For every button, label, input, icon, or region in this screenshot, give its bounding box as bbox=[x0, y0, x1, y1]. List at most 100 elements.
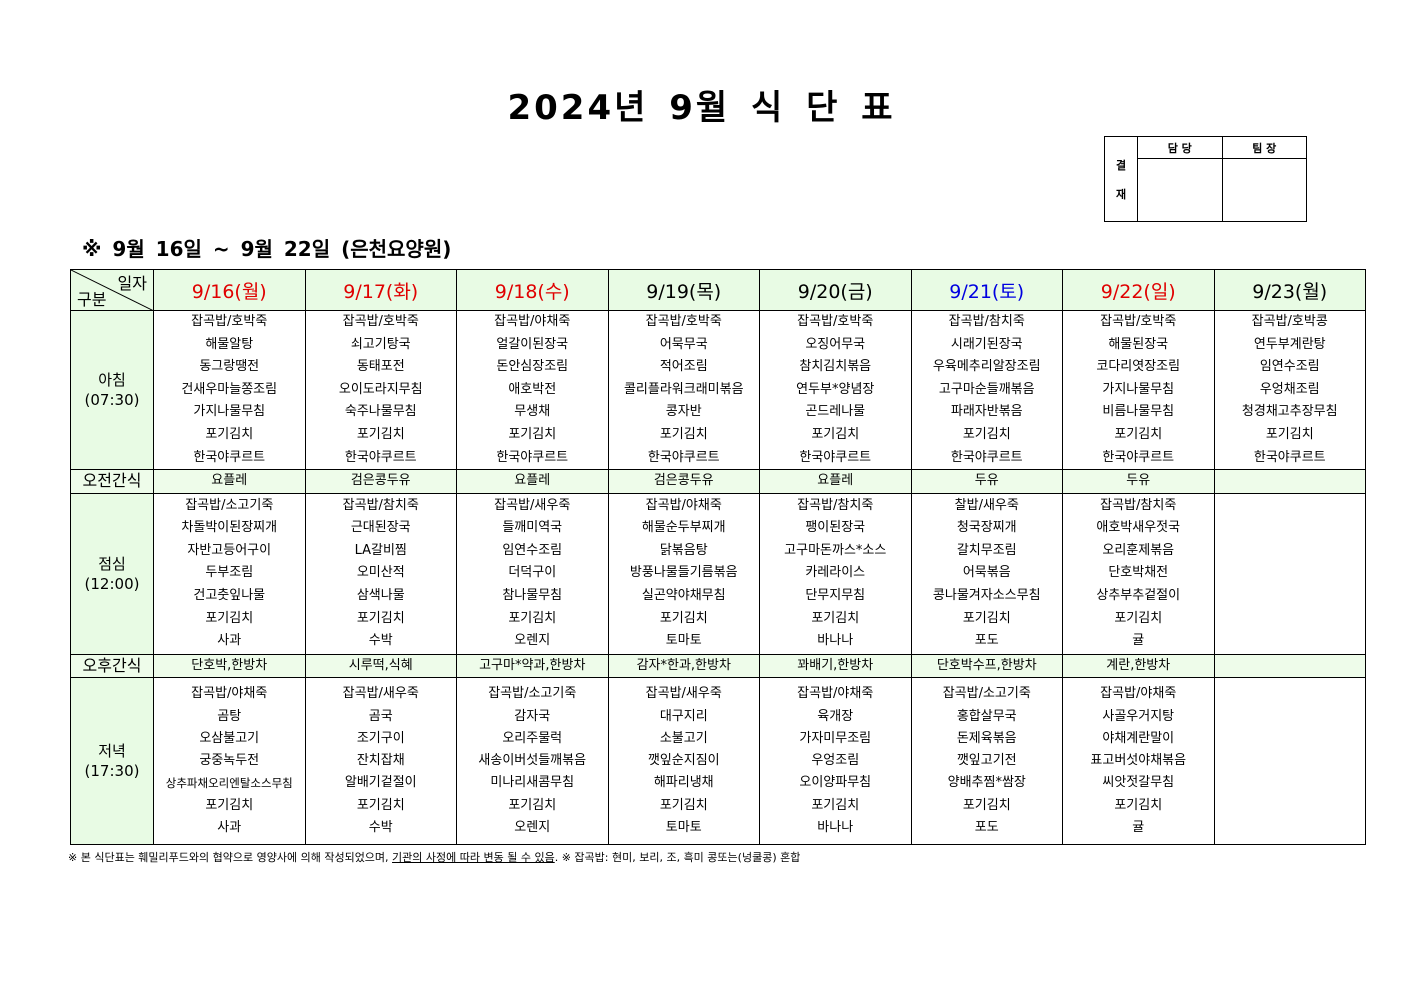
approval-col-staff: 담 당 bbox=[1137, 136, 1223, 159]
menu-cell: 단호박,한방차 bbox=[153, 653, 306, 679]
menu-item: 수박 bbox=[368, 633, 393, 649]
menu-item: 고구마*약과,한방차 bbox=[479, 657, 586, 673]
menu-item: 포기김치 bbox=[811, 797, 860, 813]
menu-cell: 요플레 bbox=[456, 469, 609, 494]
menu-item: 잡곡밥/야채죽 bbox=[797, 686, 874, 702]
menu-item: 단호박수프,한방차 bbox=[936, 657, 1037, 673]
corner-date-label: 일자 bbox=[117, 274, 147, 293]
menu-item: 대구지리 bbox=[659, 708, 708, 724]
corner-cell: 일자 구분 bbox=[70, 269, 154, 311]
menu-item: 근대된장국 bbox=[350, 520, 411, 536]
menu-item: 잡곡밥/호박콩 bbox=[1251, 314, 1328, 329]
menu-cell: 고구마*약과,한방차 bbox=[456, 653, 609, 679]
menu-item: 적어조림 bbox=[659, 359, 708, 375]
day-header: 9/17(화) bbox=[304, 269, 457, 311]
menu-cell: 잡곡밥/호박죽 어묵무국 적어조림 콜리플라워크래미볶음 콩자반 포기김치 한국야쿠르트 bbox=[607, 309, 760, 471]
menu-cell: 찰밥/새우죽 청국장찌개 갈치무조림 어묵볶음 콩나물겨자소스무침 포기김치 포도 bbox=[910, 492, 1063, 655]
menu-item: 씨앗젓갈무침 bbox=[1102, 775, 1175, 791]
menu-item: 사과 bbox=[217, 633, 242, 649]
menu-item: 오삼불고기 bbox=[199, 730, 260, 746]
approval-sign-manager[interactable] bbox=[1221, 158, 1307, 222]
menu-item: 포기김치 bbox=[962, 426, 1011, 442]
menu-item: 돈제육볶음 bbox=[956, 730, 1017, 746]
menu-item: 어묵무국 bbox=[659, 336, 708, 352]
menu-item: 귤 bbox=[1132, 820, 1145, 836]
approval-col-manager: 팀 장 bbox=[1221, 136, 1307, 159]
menu-item: 한국야쿠르트 bbox=[799, 449, 872, 465]
menu-item: 미나리새콤무침 bbox=[490, 775, 575, 791]
menu-item: 잡곡밥/새우죽 bbox=[494, 497, 571, 513]
row-label: 저녁 (17:30) bbox=[70, 677, 154, 846]
menu-item: 포기김치 bbox=[205, 610, 254, 626]
row-label-line: 오후간식 bbox=[82, 656, 142, 676]
menu-cell: 잡곡밥/야채죽 육개장 가자미무조림 우엉조림 오이양파무침 포기김치 바나나 bbox=[759, 677, 912, 846]
menu-item: 소불고기 bbox=[659, 730, 708, 746]
menu-item: 콩자반 bbox=[665, 404, 702, 420]
menu-item: 쇠고기탕국 bbox=[350, 336, 411, 352]
menu-item: 동태포전 bbox=[356, 359, 405, 375]
menu-cell: 잡곡밥/참치죽 근대된장국 LA갈비찜 오미산적 삼색나물 포기김치 수박 bbox=[304, 492, 457, 655]
menu-cell: 잡곡밥/참치죽 애호박새우젓국 오리훈제볶음 단호박채전 상추부추겉절이 포기김치 귤 bbox=[1062, 492, 1215, 655]
menu-cell: 단호박수프,한방차 bbox=[910, 653, 1063, 679]
menu-item: 오미산적 bbox=[356, 565, 405, 581]
menu-item: 찰밥/새우죽 bbox=[954, 497, 1019, 513]
menu-item: 연두부계란탕 bbox=[1253, 336, 1326, 352]
menu-item: 잡곡밥/참치죽 bbox=[1100, 497, 1177, 513]
menu-cell bbox=[1213, 469, 1366, 494]
row-label-line: 오전간식 bbox=[82, 471, 142, 491]
menu-cell bbox=[1213, 653, 1366, 679]
menu-item: 잡곡밥/야채죽 bbox=[645, 497, 722, 513]
menu-item: 잡곡밥/호박죽 bbox=[1100, 314, 1177, 329]
footnote-grain-note: . ※ 잡곡밥: 현미, 보리, 조, 흑미 콩또는(넝쿨콩) 혼합 bbox=[554, 851, 801, 864]
row-label: 아침 (07:30) bbox=[70, 309, 154, 471]
menu-item: 곤드레나물 bbox=[805, 404, 866, 420]
menu-cell: 시루떡,식혜 bbox=[304, 653, 457, 679]
approval-label-2: 재 bbox=[1115, 187, 1127, 201]
menu-item: 두유 bbox=[974, 473, 999, 489]
menu-item: 삼색나물 bbox=[356, 588, 405, 604]
meal-row: 저녁 (17:30) 잡곡밥/야채죽 곰탕 오삼불고기 궁중녹두전 상추파채오리엔탈소스무침… bbox=[70, 677, 1366, 846]
menu-cell: 감자*한과,한방차 bbox=[607, 653, 760, 679]
menu-item: 귤 bbox=[1132, 633, 1145, 649]
menu-item: 잡곡밥/새우죽 bbox=[342, 686, 419, 702]
menu-item: 시루떡,식혜 bbox=[348, 657, 413, 673]
menu-item: 숙주나물무침 bbox=[344, 404, 417, 420]
approval-sign-staff[interactable] bbox=[1137, 158, 1223, 222]
row-label-line: 저녁 bbox=[98, 742, 126, 761]
footnote: ※ 본 식단표는 훼밀리푸드와의 협약으로 영양사에 의해 작성되었으며, 기관… bbox=[68, 849, 800, 865]
menu-cell: 계란,한방차 bbox=[1062, 653, 1215, 679]
menu-item: 청경채고추장무침 bbox=[1241, 404, 1338, 420]
menu-item: 곰탕 bbox=[217, 708, 242, 724]
menu-item: 포도 bbox=[974, 633, 999, 649]
menu-item: 잡곡밥/참치죽 bbox=[797, 497, 874, 513]
menu-item: 가자미무조림 bbox=[799, 730, 872, 746]
menu-item: 수박 bbox=[368, 820, 393, 836]
menu-cell: 잡곡밥/참치죽 시래기된장국 우육메추리알장조림 고구마순들깨볶음 파래자반볶음 포기김치… bbox=[910, 309, 1063, 471]
menu-item: 해파리냉채 bbox=[653, 775, 714, 791]
menu-item: 알배기겉절이 bbox=[344, 775, 417, 791]
menu-item: 꽈배기,한방차 bbox=[797, 657, 874, 673]
menu-item: 건고춧잎나물 bbox=[193, 588, 266, 604]
header-row: 일자 구분 9/16(월) 9/17(화) 9/18(수) 9/19(목) 9/20(금) 9… bbox=[70, 269, 1366, 311]
menu-cell: 두유 bbox=[910, 469, 1063, 494]
row-label-line: 아침 bbox=[98, 371, 126, 390]
menu-item: 바나나 bbox=[817, 633, 854, 649]
menu-cell: 잡곡밥/호박죽 해물알탕 동그랑땡전 건새우마늘쫑조림 가지나물무침 포기김치 한국야쿠르트 bbox=[153, 309, 306, 471]
menu-item: 단호박채전 bbox=[1108, 565, 1169, 581]
day-header: 9/22(일) bbox=[1062, 269, 1215, 311]
menu-cell: 잡곡밥/호박죽 해물된장국 코다리엿장조림 가지나물무침 비름나물무침 포기김치 한국야쿠르… bbox=[1062, 309, 1215, 471]
meal-row: 점심 (12:00) 잡곡밥/소고기죽 차돌박이된장찌개 자반고등어구이 두부조림 건고춧잎… bbox=[70, 492, 1366, 655]
menu-item: 포기김치 bbox=[508, 426, 557, 442]
menu-item: 포기김치 bbox=[205, 426, 254, 442]
menu-item: 한국야쿠르트 bbox=[950, 449, 1023, 465]
menu-item: 요플레 bbox=[211, 473, 248, 489]
menu-cell: 잡곡밥/야채죽 얼갈이된장국 돈안심장조림 애호박전 무생채 포기김치 한국야쿠르트 bbox=[456, 309, 609, 471]
menu-item: 오이양파무침 bbox=[799, 775, 872, 791]
menu-item: 포도 bbox=[974, 820, 999, 836]
menu-cell: 잡곡밥/야채죽 해물순두부찌개 닭볶음탕 방풍나물들기름볶음 실곤약야채무침 포기김치 토마… bbox=[607, 492, 760, 655]
menu-item: 포기김치 bbox=[659, 610, 708, 626]
menu-item: 토마토 bbox=[665, 633, 702, 649]
menu-item: 우육메추리알장조림 bbox=[932, 359, 1041, 375]
menu-item: 코다리엿장조림 bbox=[1096, 359, 1181, 375]
menu-item: 단무지무침 bbox=[805, 588, 866, 604]
